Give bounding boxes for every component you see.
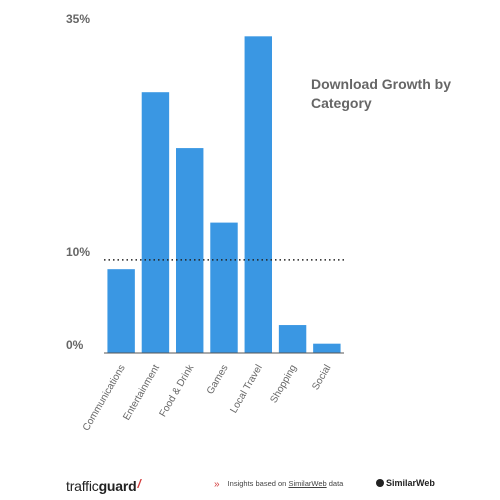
footer-note: » Insights based on SimilarWeb data: [214, 479, 343, 490]
brand-main-text: traffic: [66, 478, 99, 494]
y-tick-label: 10%: [66, 245, 90, 259]
x-tick-label: Communications: [81, 363, 128, 433]
x-tick-label: Games: [205, 363, 231, 396]
bar-entertainment: [141, 92, 170, 353]
y-tick-label: 35%: [66, 12, 90, 26]
bar-shopping: [278, 325, 307, 353]
x-tick-label: Food & Drink: [158, 362, 197, 419]
x-tick-label: Entertainment: [121, 363, 162, 423]
chart-title: Download Growth by Category: [311, 76, 451, 111]
x-tick-label: Social: [310, 363, 333, 392]
chevron-icon: »: [214, 479, 220, 490]
bars-group: [107, 36, 341, 354]
similarweb-icon: [376, 479, 384, 487]
brand-bold-text: guard: [98, 478, 137, 494]
bar-games: [210, 222, 238, 353]
bar-communications: [107, 269, 135, 353]
note-source: SimilarWeb: [288, 479, 327, 488]
note-suffix: data: [328, 479, 344, 488]
bar-chart: 0% 10% 35% CommunicationsEntertainmentFood…: [66, 12, 344, 433]
bar-local-travel: [244, 36, 272, 354]
y-tick-label: 0%: [66, 338, 84, 352]
similarweb-logo: SimilarWeb: [376, 478, 435, 488]
bar-food-drink: [176, 148, 204, 353]
x-tick-label: Local Travel: [228, 363, 264, 415]
trafficguard-logo: trafficguard/: [66, 477, 141, 494]
note-prefix: Insights based on: [227, 479, 287, 488]
similarweb-text: SimilarWeb: [386, 478, 435, 488]
brand-mark: /: [137, 477, 141, 491]
footer: trafficguard/ » Insights based on Similar…: [0, 470, 500, 500]
bar-social: [313, 343, 341, 353]
x-tick-label: Shopping: [269, 363, 300, 405]
y-axis-labels: 0% 10% 35%: [66, 12, 90, 352]
